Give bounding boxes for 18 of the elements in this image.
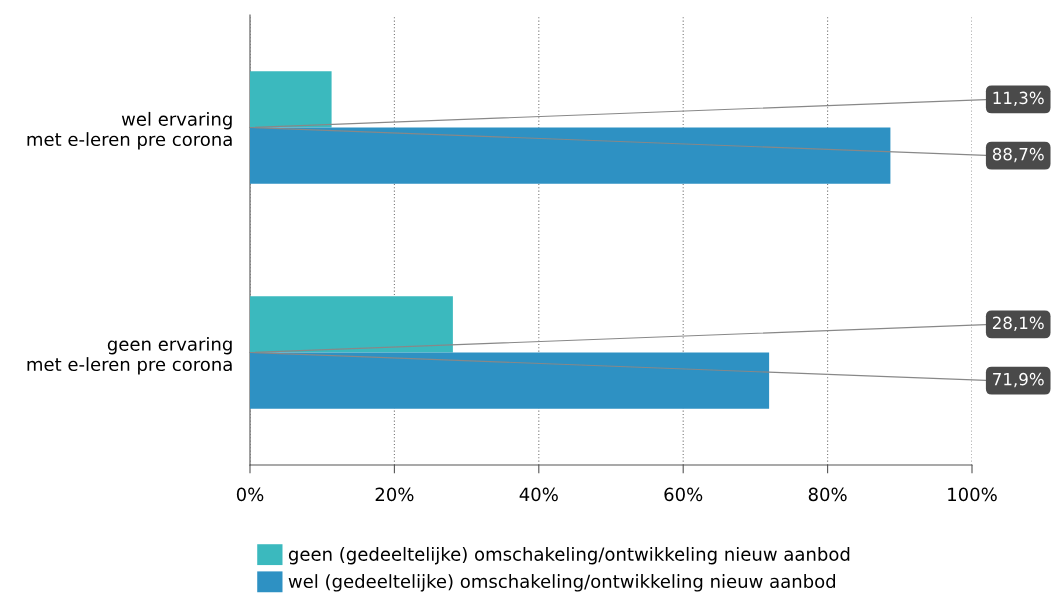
x-tick-label: 40% xyxy=(519,487,558,502)
bar xyxy=(250,127,891,184)
data-label: 88,7% xyxy=(992,147,1044,163)
data-label: 11,3% xyxy=(993,91,1044,106)
x-tick-label: 80% xyxy=(808,487,847,502)
legend-label: wel (gedeeltelijke) omschakeling/ontwikkeling nieuw aanbod xyxy=(288,574,836,592)
legend-label: geen (gedeeltelijke) omschakeling/ontwikkeling nieuw aanbod xyxy=(288,546,850,565)
bar xyxy=(250,296,453,353)
x-tick-label: 20% xyxy=(375,487,414,502)
x-tick-label: 60% xyxy=(664,487,703,502)
y-tick-label: geen ervaring met e-leren pre corona xyxy=(27,336,232,375)
x-tick-label: 100% xyxy=(948,487,997,502)
data-label: 71,9% xyxy=(993,372,1044,388)
y-tick-label: wel ervaring met e-leren pre corona xyxy=(27,111,232,150)
data-label: 28,1% xyxy=(992,316,1044,331)
bar xyxy=(250,71,332,128)
bar xyxy=(250,352,770,409)
x-tick-label: 0% xyxy=(236,487,264,502)
